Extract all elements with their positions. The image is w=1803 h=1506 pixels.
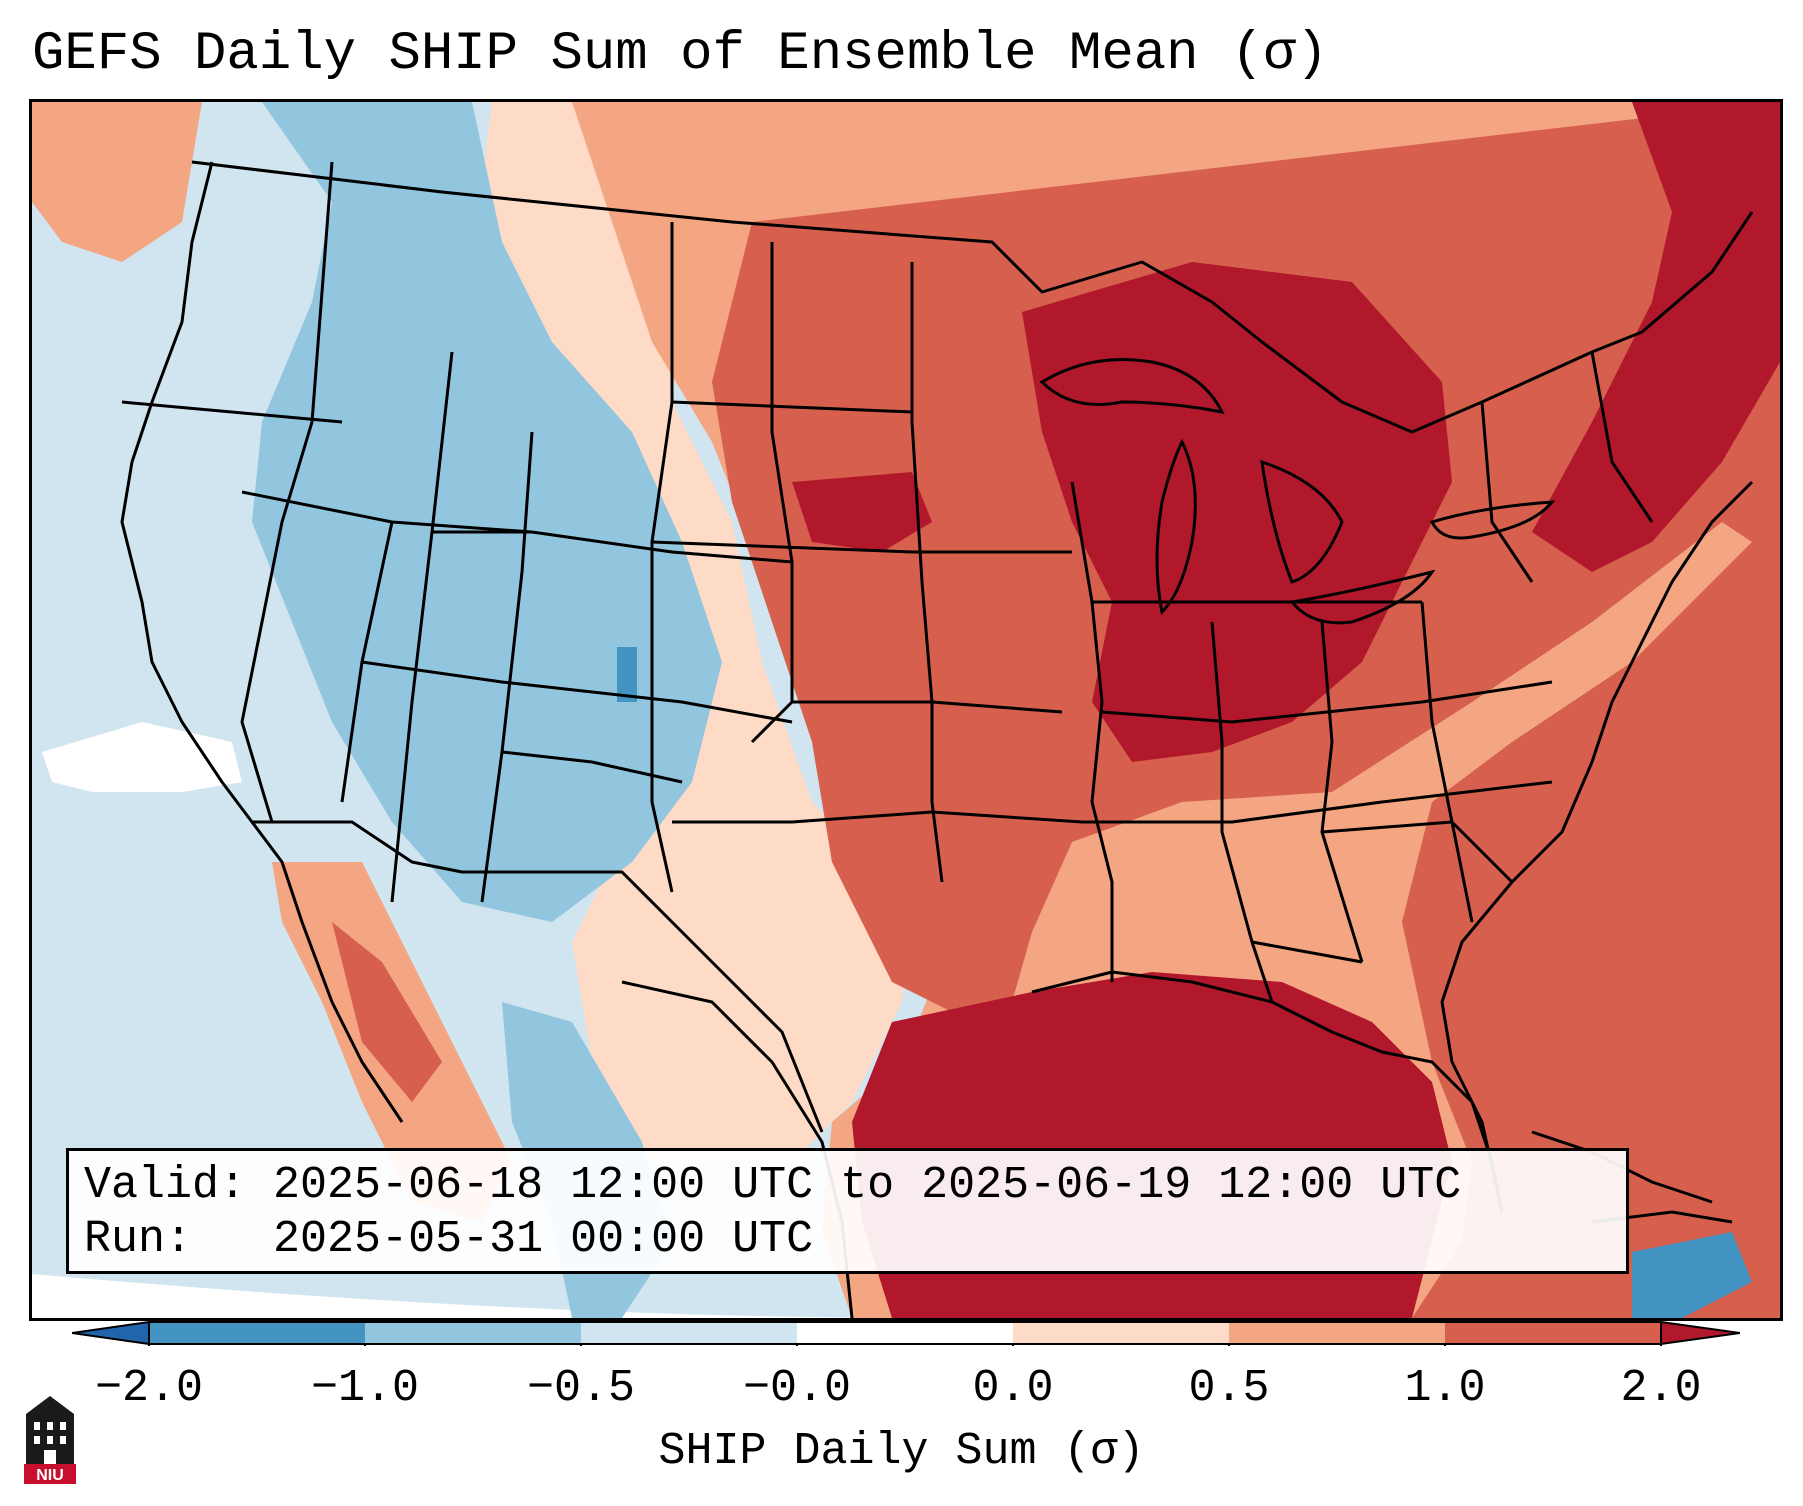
colorbar-bin-6 bbox=[1229, 1322, 1445, 1344]
positive-field-pacific bbox=[32, 102, 202, 262]
minimum-field-caribbean bbox=[1632, 1232, 1752, 1318]
info-box: Valid: 2025-06-18 12:00 UTC to 2025-06-1… bbox=[66, 1148, 1629, 1274]
max-field-dakotas bbox=[792, 472, 932, 552]
map-panel[interactable] bbox=[29, 99, 1783, 1321]
colorbar-axis-label: SHIP Daily Sum (σ) bbox=[658, 1426, 1145, 1477]
colorbar-extend-low bbox=[72, 1320, 150, 1346]
colorbar-tick-label: 1.0 bbox=[1404, 1363, 1486, 1414]
colorbar-tick-label: −1.0 bbox=[310, 1363, 420, 1414]
colorbar-bin-3 bbox=[581, 1322, 797, 1344]
chart-title: GEFS Daily SHIP Sum of Ensemble Mean (σ) bbox=[32, 24, 1329, 85]
positive-field-mexico-strong bbox=[332, 922, 442, 1102]
colorbar-extend-high bbox=[1660, 1320, 1740, 1346]
colorbar-tick-label: 0.0 bbox=[972, 1363, 1054, 1414]
logo-text: NIU bbox=[36, 1467, 64, 1484]
projection-edge bbox=[32, 1274, 932, 1318]
colorbar-tick-label: −2.0 bbox=[94, 1363, 204, 1414]
minimum-field-colorado bbox=[617, 647, 637, 702]
colorbar-ticks bbox=[148, 1344, 1662, 1346]
colorbar-bin-7 bbox=[1445, 1322, 1661, 1344]
colorbar-tick-label: 0.5 bbox=[1188, 1363, 1270, 1414]
negative-field-colorado bbox=[412, 572, 632, 782]
colorbar-tick-label: −0.0 bbox=[742, 1363, 852, 1414]
niu-logo: NIU bbox=[24, 1396, 76, 1484]
anomaly-map bbox=[32, 102, 1780, 1318]
colorbar-tick-label: 2.0 bbox=[1620, 1363, 1702, 1414]
colorbar-outline bbox=[148, 1321, 1662, 1345]
colorbar bbox=[72, 1320, 1740, 1346]
colorbar-bin-4 bbox=[797, 1322, 1013, 1344]
colorbar-bin-2 bbox=[365, 1322, 581, 1344]
run-label: Run: bbox=[84, 1214, 193, 1265]
colorbar-bin-1 bbox=[149, 1322, 365, 1344]
valid-value: 2025-06-18 12:00 UTC to 2025-06-19 12:00… bbox=[273, 1160, 1462, 1211]
colorbar-bin-5 bbox=[1013, 1322, 1229, 1344]
max-field-new-england bbox=[1532, 102, 1780, 572]
logo-badge bbox=[24, 1464, 76, 1484]
great-lakes bbox=[1039, 358, 1556, 625]
max-field-great-lakes bbox=[1022, 262, 1452, 762]
colorbar-tick-label: −0.5 bbox=[526, 1363, 636, 1414]
valid-label: Valid: bbox=[84, 1160, 247, 1211]
political-borders bbox=[120, 160, 1754, 1318]
run-value: 2025-05-31 00:00 UTC bbox=[273, 1214, 814, 1265]
